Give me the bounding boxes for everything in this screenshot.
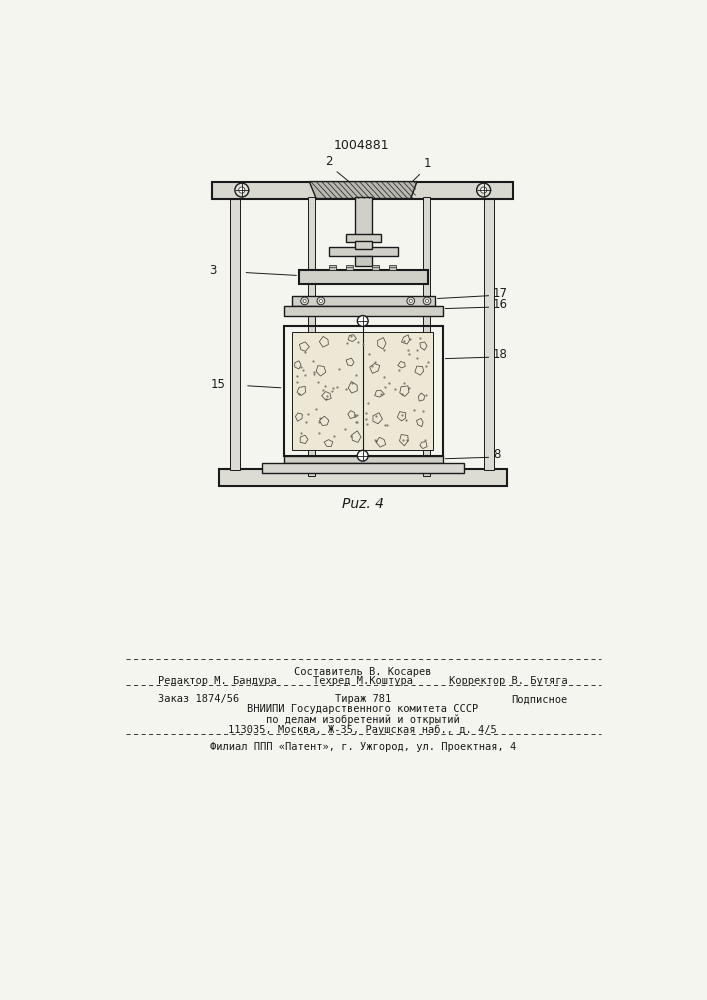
Text: 17: 17: [493, 287, 508, 300]
Bar: [423, 197, 430, 476]
Circle shape: [239, 187, 245, 193]
Bar: [212, 182, 513, 199]
Text: Подписное: Подписное: [511, 694, 567, 704]
Bar: [355, 256, 372, 266]
Circle shape: [357, 450, 368, 461]
Bar: [346, 234, 381, 242]
Text: 113035, Москва, Ж-35, Раушская наб., д. 4/5: 113035, Москва, Ж-35, Раушская наб., д. …: [228, 724, 497, 735]
Bar: [484, 188, 494, 470]
Circle shape: [477, 183, 491, 197]
Polygon shape: [309, 182, 417, 199]
Bar: [355, 241, 372, 249]
Text: 15: 15: [211, 378, 226, 391]
Circle shape: [235, 183, 249, 197]
Text: Редактор М. Бандура: Редактор М. Бандура: [158, 676, 277, 686]
Circle shape: [300, 297, 308, 305]
Text: Техред М.Коштура: Техред М.Коштура: [312, 676, 413, 686]
Circle shape: [317, 297, 325, 305]
Text: Тираж 781: Тираж 781: [334, 694, 391, 704]
Circle shape: [303, 299, 306, 302]
Bar: [346, 265, 354, 270]
Circle shape: [481, 187, 486, 193]
Text: 1004881: 1004881: [334, 139, 390, 152]
Bar: [308, 197, 315, 476]
Bar: [284, 456, 443, 463]
Circle shape: [357, 316, 368, 326]
Circle shape: [423, 297, 431, 305]
Circle shape: [409, 299, 412, 302]
Bar: [284, 306, 443, 316]
Bar: [389, 265, 396, 270]
Bar: [329, 247, 398, 256]
Text: 18: 18: [493, 348, 508, 361]
Text: Филиал ППП «Патент», г. Ужгород, ул. Проектная, 4: Филиал ППП «Патент», г. Ужгород, ул. Про…: [209, 742, 516, 752]
Text: по делам изобретений и открытий: по делам изобретений и открытий: [266, 714, 460, 725]
Text: Заказ 1874/56: Заказ 1874/56: [158, 694, 240, 704]
Bar: [262, 463, 464, 473]
Text: 3: 3: [209, 264, 216, 277]
Bar: [355, 197, 372, 237]
Text: Составитель В. Косарев: Составитель В. Косарев: [294, 667, 431, 677]
Text: 2: 2: [325, 155, 332, 168]
Bar: [372, 265, 379, 270]
Bar: [230, 188, 240, 470]
Text: Puz. 4: Puz. 4: [341, 497, 384, 511]
Circle shape: [407, 297, 414, 305]
Circle shape: [426, 299, 428, 302]
Bar: [299, 270, 428, 284]
Bar: [329, 265, 337, 270]
Bar: [292, 296, 435, 306]
Text: Корректор В. Бутяга: Корректор В. Бутяга: [448, 676, 567, 686]
Bar: [218, 469, 507, 486]
Text: 8: 8: [493, 448, 501, 461]
Bar: [292, 332, 433, 450]
Text: ВНИИПИ Государственного комитета СССР: ВНИИПИ Государственного комитета СССР: [247, 704, 479, 714]
Bar: [284, 326, 443, 456]
Text: 16: 16: [493, 298, 508, 311]
Text: 1: 1: [423, 157, 431, 170]
Circle shape: [320, 299, 322, 302]
